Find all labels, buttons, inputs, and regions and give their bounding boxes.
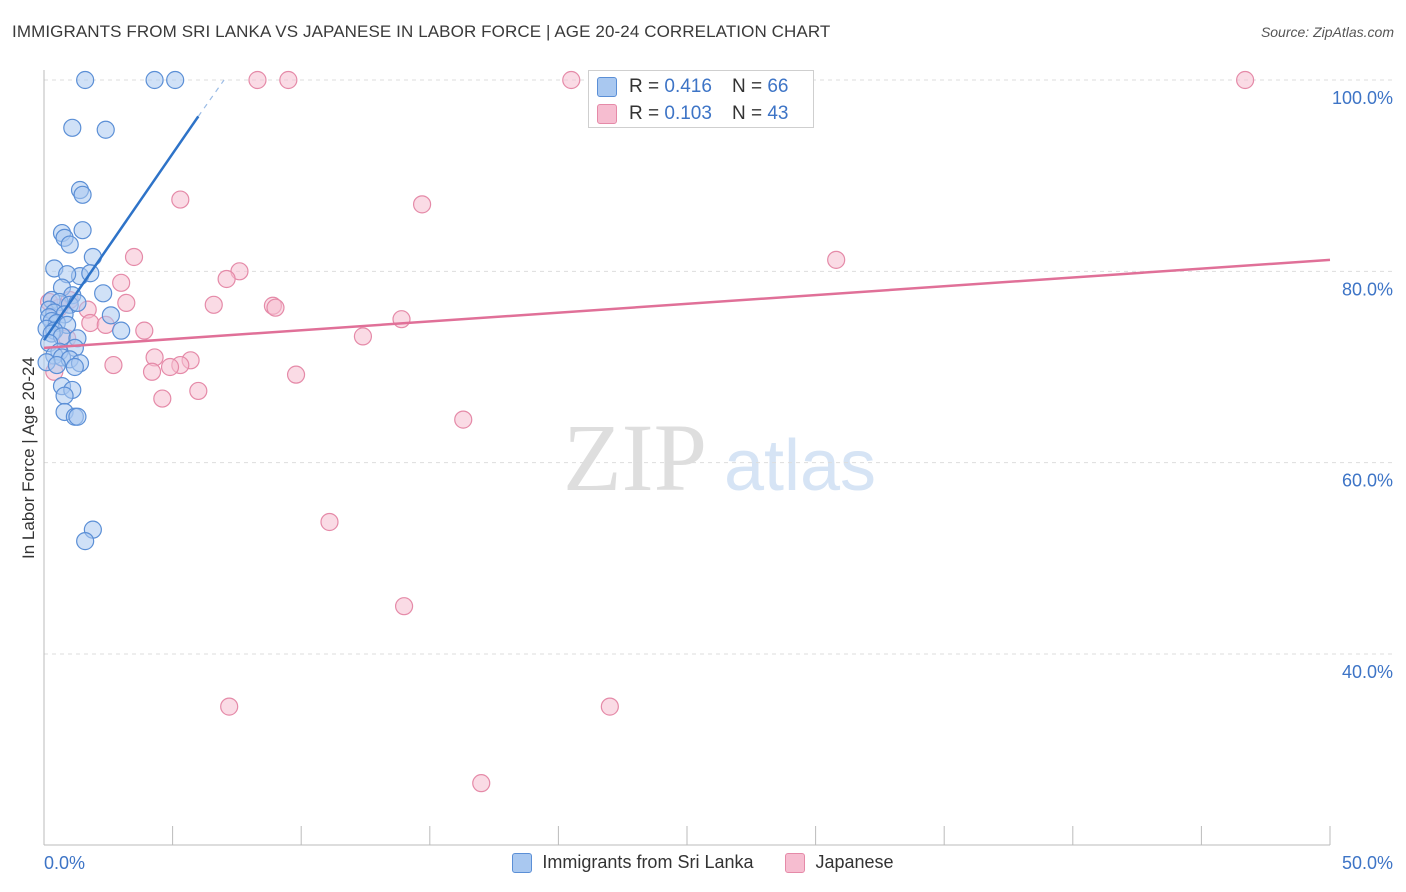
japanese-point xyxy=(286,365,306,384)
y-tick-label: 80.0% xyxy=(1342,279,1393,299)
legend-swatch-japanese xyxy=(785,852,806,873)
japanese-point xyxy=(279,70,298,90)
japanese-point xyxy=(189,381,208,401)
japanese-point xyxy=(353,327,373,346)
japanese-point xyxy=(135,321,154,340)
legend-item-japanese[interactable]: Japanese xyxy=(785,852,894,873)
japanese-point xyxy=(160,357,180,377)
y-tick-label: 40.0% xyxy=(1342,662,1393,682)
axes xyxy=(43,70,1331,846)
sri-lanka-point xyxy=(73,221,92,240)
trend-lines xyxy=(42,79,1331,350)
japanese-point xyxy=(827,250,846,269)
japanese-point xyxy=(320,512,339,532)
japanese-point xyxy=(153,389,172,408)
legend-swatch-sri-lanka xyxy=(512,852,533,873)
japanese-point xyxy=(217,269,236,289)
blue-n-label: N = xyxy=(731,76,763,97)
y-axis-label: In Labor Force | Age 20-24 xyxy=(19,357,38,559)
watermark: ZIP atlas xyxy=(563,404,876,511)
japanese-point xyxy=(472,774,491,793)
sri-lanka-point xyxy=(73,185,92,204)
x-tick-label-start: 0.0% xyxy=(44,853,85,873)
japanese-point xyxy=(171,190,190,209)
japanese-point xyxy=(248,70,267,90)
japanese-point xyxy=(562,70,581,90)
axis-labels: 100.0% 80.0% 60.0% 40.0% 0.0% 50.0% In Labor F… xyxy=(19,88,1393,873)
japanese-point xyxy=(142,362,162,381)
sri-lanka-point xyxy=(60,235,79,254)
gridlines xyxy=(44,79,1395,655)
chart-title: IMMIGRANTS FROM SRI LANKA VS JAPANESE IN… xyxy=(12,22,831,41)
legend-label-japanese: Japanese xyxy=(815,852,894,872)
x-tick-label-end: 50.0% xyxy=(1342,853,1393,873)
sri-lanka-point xyxy=(76,70,95,90)
japanese-point xyxy=(117,293,136,313)
sri-lanka-points xyxy=(37,70,185,551)
watermark-zip: ZIP xyxy=(563,404,707,511)
legend-label-sri-lanka: Immigrants from Sri Lanka xyxy=(542,852,754,872)
pink-n-label: N = xyxy=(731,103,763,124)
sri-lanka-trend-extension xyxy=(197,79,225,117)
pink-n-value: 43 xyxy=(767,103,789,124)
watermark-atlas: atlas xyxy=(724,426,876,506)
japanese-point xyxy=(204,295,223,314)
y-tick-label: 60.0% xyxy=(1342,471,1393,491)
japanese-point xyxy=(220,697,239,716)
japanese-point xyxy=(454,410,473,429)
stats-row-pink: R = 0.103 N = 43 xyxy=(589,101,788,127)
pink-swatch xyxy=(597,104,617,124)
source-label: Source: ZipAtlas.com xyxy=(1260,24,1394,40)
sri-lanka-point xyxy=(112,321,131,340)
japanese-point xyxy=(81,313,100,333)
japanese-point xyxy=(104,355,123,375)
sri-lanka-point xyxy=(96,120,115,139)
legend-item-sri-lanka[interactable]: Immigrants from Sri Lanka xyxy=(512,852,753,873)
stats-row-blue: R = 0.416 N = 66 xyxy=(589,74,788,100)
japanese-point xyxy=(1236,70,1255,90)
sri-lanka-point xyxy=(101,306,120,325)
sri-lanka-point xyxy=(83,247,102,267)
bottom-legend: Immigrants from Sri Lanka Japanese xyxy=(0,852,1406,873)
sri-lanka-point xyxy=(55,386,74,405)
blue-n-value: 66 xyxy=(767,76,789,97)
blue-r-label: R = xyxy=(629,76,660,97)
stats-legend: R = 0.416 N = 66 R = 0.103 N = 43 xyxy=(588,70,814,128)
pink-r-value: 0.103 xyxy=(664,103,712,124)
japanese-point xyxy=(412,195,432,214)
sri-lanka-point xyxy=(94,284,113,303)
sri-lanka-point xyxy=(76,532,95,551)
pink-r-label: R = xyxy=(629,103,660,124)
sri-lanka-trend-line xyxy=(42,115,200,341)
sri-lanka-point xyxy=(63,118,82,137)
blue-swatch xyxy=(597,77,617,97)
blue-r-value: 0.416 xyxy=(664,76,712,97)
sri-lanka-point xyxy=(47,355,66,375)
japanese-point xyxy=(266,298,285,317)
japanese-point xyxy=(600,697,619,716)
sri-lanka-point xyxy=(68,407,87,426)
japanese-point xyxy=(394,597,414,616)
japanese-point xyxy=(112,273,131,292)
sri-lanka-point xyxy=(65,357,84,377)
japanese-trend-line xyxy=(43,258,1331,350)
sri-lanka-point xyxy=(145,70,164,90)
y-tick-label: 100.0% xyxy=(1332,88,1393,108)
japanese-point xyxy=(392,310,411,329)
sri-lanka-point xyxy=(166,70,185,90)
japanese-point xyxy=(124,247,144,267)
